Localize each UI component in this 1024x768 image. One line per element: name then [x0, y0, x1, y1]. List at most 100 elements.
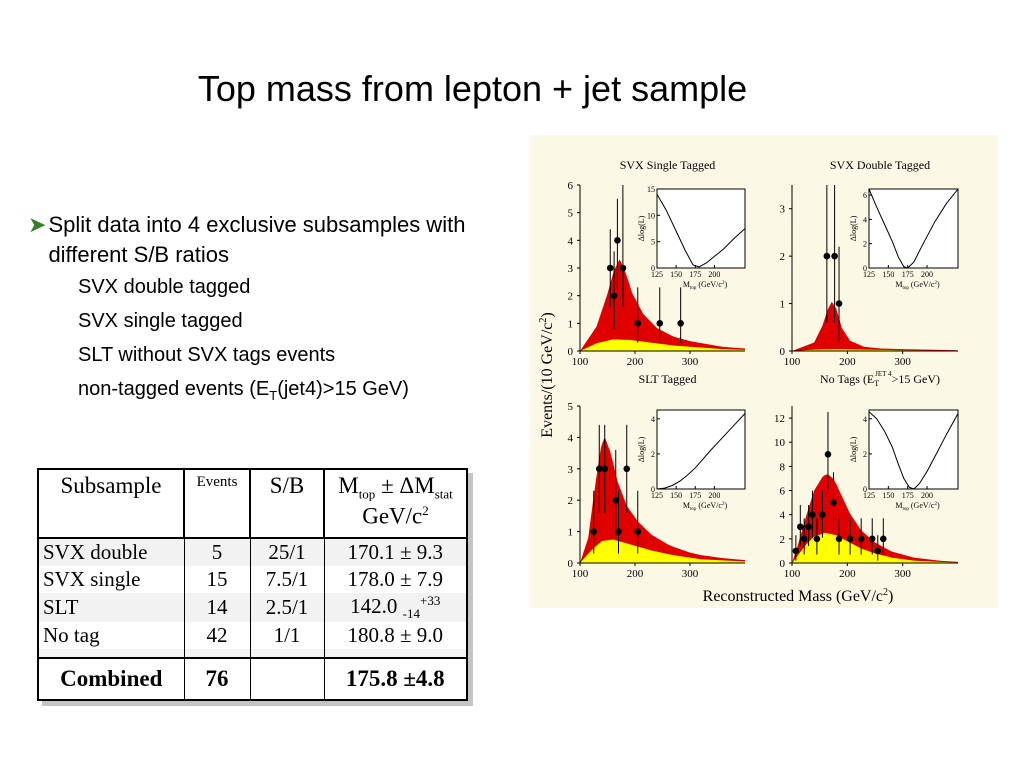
inset-x-label-sup: 2 — [934, 281, 937, 286]
inset-x-label: Mtop (GeV/c2) — [895, 501, 940, 512]
cell-name: Combined — [37, 657, 185, 701]
data-point — [831, 252, 838, 260]
data-point — [590, 528, 598, 535]
inset-x-tick-label: 175 — [902, 270, 914, 279]
data-point — [868, 535, 876, 543]
header-events: Events — [183, 468, 251, 539]
inset-x-label-post: (GeV/c — [696, 280, 722, 289]
inset-x-label-sub: top — [903, 286, 910, 291]
inset-x-tick-label: 125 — [651, 270, 663, 279]
panel-title-pre: No Tags (E — [820, 372, 874, 386]
x-axis-title: Reconstructed Mass (GeV/c2) — [703, 587, 894, 605]
y-tick-label: 2 — [568, 291, 574, 303]
inset-x-tick-label: 150 — [670, 270, 682, 279]
table-row: No tag 42 1/1 180.8 ± 9.0 — [37, 622, 468, 650]
background-area — [580, 539, 745, 563]
inset-x-label-end: ) — [724, 501, 727, 510]
cell-events: 15 — [183, 566, 251, 593]
data-point — [824, 451, 832, 458]
inset-y-tick-label: 15 — [647, 185, 655, 194]
table-row-combined: Combined 76 175.8 ±4.8 — [37, 657, 468, 701]
likelihood-curve — [656, 194, 746, 268]
inset-x-label: Mtop (GeV/c2) — [895, 280, 940, 291]
data-point — [797, 523, 804, 531]
inset-x-label-sub: top — [690, 507, 697, 512]
data-point — [623, 465, 631, 473]
inset-x-label-pre: M — [683, 501, 690, 510]
y-tick-label: 2 — [780, 251, 786, 263]
arrow-bullet-icon: ➤ — [28, 212, 47, 237]
x-tick-label: 200 — [839, 568, 856, 580]
data-point — [601, 465, 609, 473]
cell-sb: 25/1 — [249, 538, 325, 566]
x-tick-label: 100 — [572, 356, 589, 368]
sub-bullet-svx-double: SVX double tagged — [78, 276, 251, 298]
inset-x-tick-label: 175 — [689, 491, 701, 500]
x-axis-title-text: Reconstructed Mass (GeV/c — [703, 588, 883, 605]
header-mass: Mtop ± ΔMstat GeV/c2 — [323, 468, 468, 539]
data-point — [614, 237, 621, 244]
inset-y-label: Δlog(L) — [637, 436, 646, 462]
cell-events: 42 — [183, 622, 251, 650]
x-tick-label: 200 — [627, 356, 644, 368]
header-mass-mid: ± ΔM — [375, 473, 435, 498]
y-tick-label: 0 — [780, 558, 786, 570]
y-tick-label: 3 — [780, 204, 786, 216]
data-point — [835, 300, 843, 307]
inset-y-tick-label: 4 — [863, 415, 867, 424]
data-point — [792, 547, 800, 555]
data-point — [805, 523, 812, 531]
panel-title-end: >15 GeV) — [892, 372, 940, 386]
inset-x-label-sub: top — [903, 507, 910, 512]
inset-x-label-pre: M — [683, 280, 690, 289]
y-tick-label: 12 — [774, 413, 785, 425]
data-point — [610, 292, 618, 299]
data-point — [677, 320, 684, 327]
y-tick-label: 10 — [774, 437, 786, 449]
cell-mass: 170.1 ± 9.3 — [323, 538, 468, 566]
y-tick-label: 0 — [568, 558, 574, 570]
x-tick-label: 300 — [894, 568, 911, 580]
inset-y-tick-label: 2 — [863, 240, 867, 249]
inset-frame — [656, 188, 746, 269]
inset-x-tick-label: 125 — [863, 491, 875, 500]
cell-sb — [249, 657, 325, 701]
sub-bullet-no-tag: non-tagged events (ET(jet4)>15 GeV) — [78, 372, 518, 413]
y-tick-label: 0 — [568, 346, 574, 358]
sub-bullet-no-tag-post: (jet4)>15 GeV) — [277, 378, 409, 400]
inset-x-tick-label: 200 — [708, 270, 720, 279]
table-header-row: Subsample Events S/B Mtop ± ΔMstat GeV/c2 — [37, 468, 468, 539]
inset-x-tick-label: 175 — [689, 270, 701, 279]
data-point — [800, 535, 808, 543]
inset-x-tick-label: 175 — [902, 491, 914, 500]
table-row: SVX single 15 7.5/1 178.0 ± 7.9 — [37, 566, 468, 593]
x-tick-label: 300 — [894, 356, 911, 368]
y-tick-label: 1 — [568, 318, 574, 330]
inset-y-tick-label: 4 — [651, 415, 655, 424]
header-mass-unit-sup: 2 — [422, 502, 429, 518]
inset-x-label-post: (GeV/c — [696, 501, 722, 510]
panel-title: SVX Double Tagged — [830, 158, 930, 172]
data-point — [634, 528, 642, 535]
data-point — [813, 535, 821, 543]
data-point — [606, 264, 614, 272]
header-mass-sub2: stat — [434, 486, 453, 502]
header-sb: S/B — [249, 468, 325, 539]
inset-y-label: Δlog(L) — [637, 215, 646, 241]
page-title: Top mass from lepton + jet sample — [197, 68, 748, 109]
data-point — [634, 320, 642, 327]
inset-y-tick-label: 6 — [863, 191, 867, 200]
inset-y-tick-label: 10 — [647, 211, 655, 220]
inset-x-label-pre: M — [895, 280, 902, 289]
header-mass-unit: GeV/c — [362, 503, 423, 529]
cell-mass-value: 142.0 — [350, 594, 398, 618]
inset-y-tick-label: 2 — [651, 450, 655, 459]
panel-title: SLT Tagged — [639, 372, 697, 386]
table-row: SLT 14 2.5/1 142.0 -14+33 — [37, 593, 468, 623]
table-row: SVX double 5 25/1 170.1 ± 9.3 — [37, 538, 468, 566]
inset-x-label-sup: 2 — [722, 281, 725, 286]
data-point — [880, 535, 887, 543]
inset-y-label: Δlog(L) — [849, 215, 858, 241]
cell-mass-minus: -14 — [402, 606, 420, 622]
